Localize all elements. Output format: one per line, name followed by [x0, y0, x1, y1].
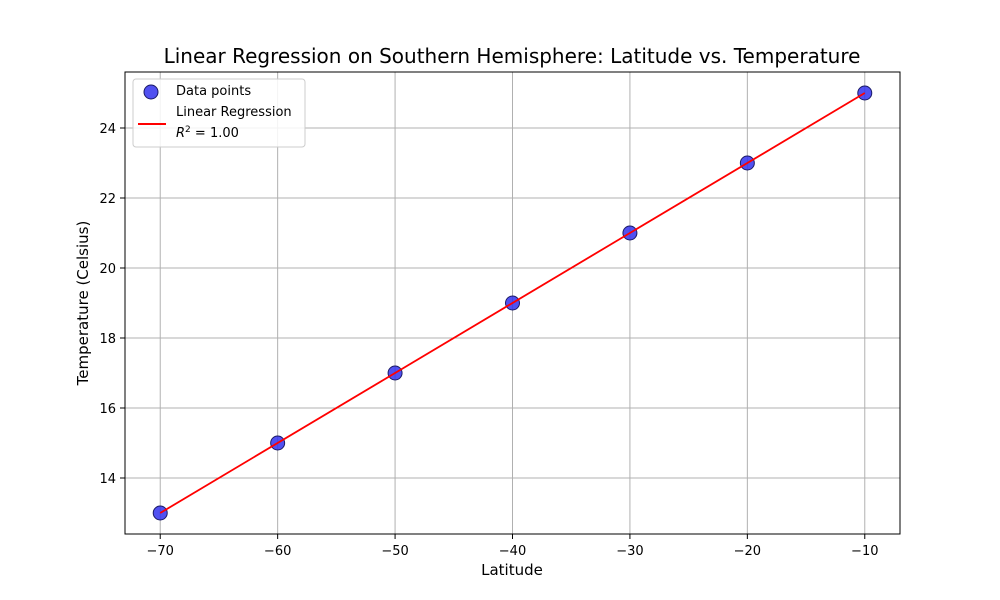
- y-tick-label: 18: [99, 332, 116, 347]
- legend-r2-value: = 1.00: [191, 126, 239, 141]
- grid-lines: [125, 72, 900, 534]
- plot-marks: [152, 85, 873, 521]
- legend-r2-prefix: R: [176, 126, 185, 141]
- y-tick-label: 14: [99, 472, 116, 487]
- x-axis-ticks: −70 −60 −50 −40 −30 −20 −10: [147, 534, 878, 559]
- legend-scatter-label: Data points: [176, 84, 251, 99]
- x-axis-title: Latitude: [481, 561, 543, 579]
- plot-frame: [124, 71, 901, 535]
- y-tick-label: 16: [99, 402, 116, 417]
- x-tick-label: −60: [264, 544, 291, 559]
- legend-box: [132, 78, 306, 148]
- y-tick-label: 24: [99, 122, 116, 137]
- x-tick-label: −50: [381, 544, 408, 559]
- y-tick-label: 20: [99, 262, 116, 277]
- y-tick-label: 22: [99, 192, 116, 207]
- legend-r2-sup: 2: [185, 125, 191, 135]
- legend-line-label: Linear Regression: [176, 105, 292, 120]
- x-tick-label: −40: [499, 544, 526, 559]
- x-tick-label: −20: [734, 544, 761, 559]
- y-axis-title: Temperature (Celsius): [74, 221, 92, 387]
- legend-scatter-marker: [143, 84, 159, 100]
- x-tick-label: −70: [147, 544, 174, 559]
- legend-r2-label: R2 = 1.00: [176, 125, 239, 141]
- legend: Data points Linear Regression R2 = 1.00: [132, 78, 306, 148]
- x-tick-label: −10: [851, 544, 878, 559]
- y-axis-ticks: 14 16 18 20 22 24: [99, 122, 125, 487]
- x-tick-label: −30: [616, 544, 643, 559]
- chart-title: Linear Regression on Southern Hemisphere…: [164, 44, 861, 68]
- regression-line: [159, 92, 866, 514]
